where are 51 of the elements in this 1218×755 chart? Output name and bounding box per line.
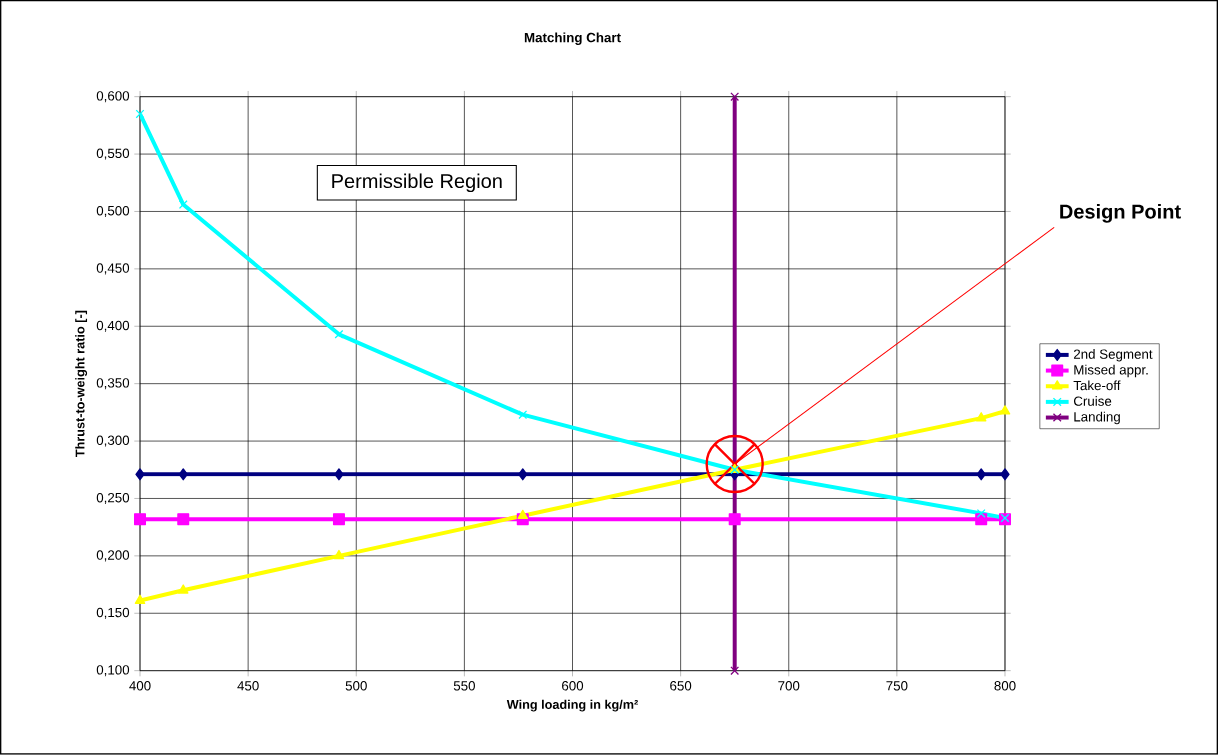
x-axis-title: Wing loading in kg/m² <box>506 699 638 712</box>
x-tick-label: 600 <box>562 681 584 691</box>
point <box>975 412 987 422</box>
point <box>517 509 529 520</box>
point <box>333 550 345 560</box>
y-tick-label: 0,550 <box>96 148 130 160</box>
legend-label: Cruise <box>1073 396 1112 407</box>
y-tick-label: 0,150 <box>96 607 130 619</box>
x-tick-label: 500 <box>345 681 367 691</box>
point <box>332 513 345 526</box>
x-tick-label: 450 <box>237 681 259 691</box>
y-axis-title: Thrust-to-weight ratio [-] <box>75 311 88 458</box>
point <box>134 594 146 605</box>
annotation: Design Point <box>1060 204 1181 223</box>
legend-label: 2nd Segment <box>1073 349 1153 362</box>
point <box>999 405 1011 415</box>
point <box>730 666 740 676</box>
legend-label: Take-off <box>1073 380 1121 391</box>
point <box>135 109 145 119</box>
annotation: Permissible Region <box>332 173 502 193</box>
legend-label: Missed appr. <box>1074 364 1148 378</box>
y-tick-label: 0,450 <box>96 263 130 275</box>
point <box>177 513 190 526</box>
y-tick-label: 0,200 <box>96 550 130 562</box>
x-tick-label: 650 <box>670 681 692 691</box>
point <box>728 513 741 526</box>
y-tick-label: 0,250 <box>96 493 130 505</box>
x-tick-label: 700 <box>778 681 800 691</box>
y-tick-label: 0,500 <box>96 206 130 218</box>
y-tick-label: 0,300 <box>96 435 130 447</box>
y-tick-label: 0,100 <box>96 665 130 677</box>
chart-title: Matching Chart <box>524 32 621 46</box>
y-tick-label: 0,350 <box>96 378 130 390</box>
point <box>976 468 986 481</box>
point <box>178 468 188 481</box>
point <box>976 509 986 518</box>
x-tick-label: 400 <box>129 681 151 691</box>
point <box>134 513 147 526</box>
point <box>334 468 344 481</box>
point <box>518 468 528 481</box>
x-tick-label: 750 <box>886 681 908 691</box>
point <box>730 92 740 102</box>
x-tick-label: 550 <box>453 681 475 691</box>
legend-label: Landing <box>1074 411 1120 425</box>
point <box>518 410 528 420</box>
point <box>135 468 145 481</box>
point <box>1000 468 1010 481</box>
y-tick-label: 0,600 <box>96 91 130 103</box>
point <box>177 584 189 594</box>
x-tick-label: 800 <box>994 681 1016 691</box>
y-tick-label: 0,400 <box>96 320 130 332</box>
